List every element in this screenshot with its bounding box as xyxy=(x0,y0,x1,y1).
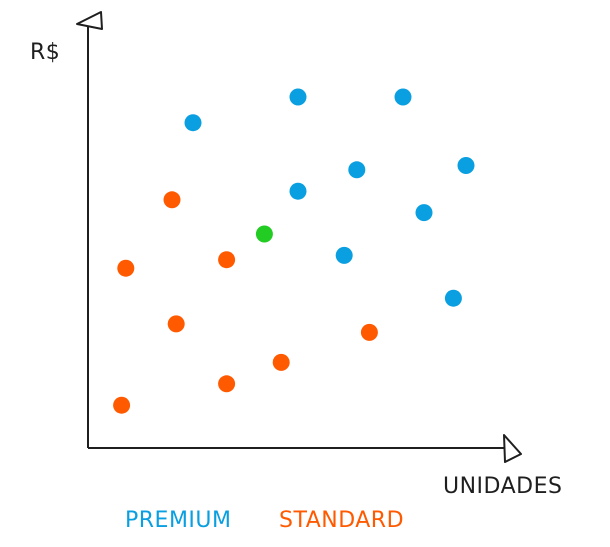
data-point-1-2 xyxy=(218,251,236,269)
axes xyxy=(76,11,522,463)
data-point-0-3 xyxy=(457,157,475,174)
data-point-0-2 xyxy=(394,88,412,106)
data-point-0-0 xyxy=(184,114,202,132)
data-point-1-0 xyxy=(163,191,181,209)
data-point-0-7 xyxy=(335,246,353,264)
data-point-1-6 xyxy=(218,375,236,393)
data-point-0-6 xyxy=(415,204,433,222)
data-point-2-0 xyxy=(255,225,273,243)
y-axis-label: R$ xyxy=(30,40,60,65)
x-axis-label: UNIDADES xyxy=(443,474,562,499)
data-point-0-5 xyxy=(289,182,307,200)
x-axis-arrow-icon xyxy=(503,434,522,463)
y-axis-arrow-icon xyxy=(76,11,103,30)
data-point-1-3 xyxy=(167,315,185,333)
legend-standard: STANDARD xyxy=(279,508,404,533)
data-point-1-1 xyxy=(117,259,135,277)
legend-premium: PREMIUM xyxy=(125,508,232,533)
data-point-1-7 xyxy=(113,396,131,414)
data-point-1-5 xyxy=(272,353,290,371)
data-point-0-4 xyxy=(348,161,366,179)
data-point-0-1 xyxy=(289,88,307,106)
data-point-1-4 xyxy=(360,323,378,341)
data-point-0-8 xyxy=(444,289,462,307)
points-layer xyxy=(113,88,475,414)
